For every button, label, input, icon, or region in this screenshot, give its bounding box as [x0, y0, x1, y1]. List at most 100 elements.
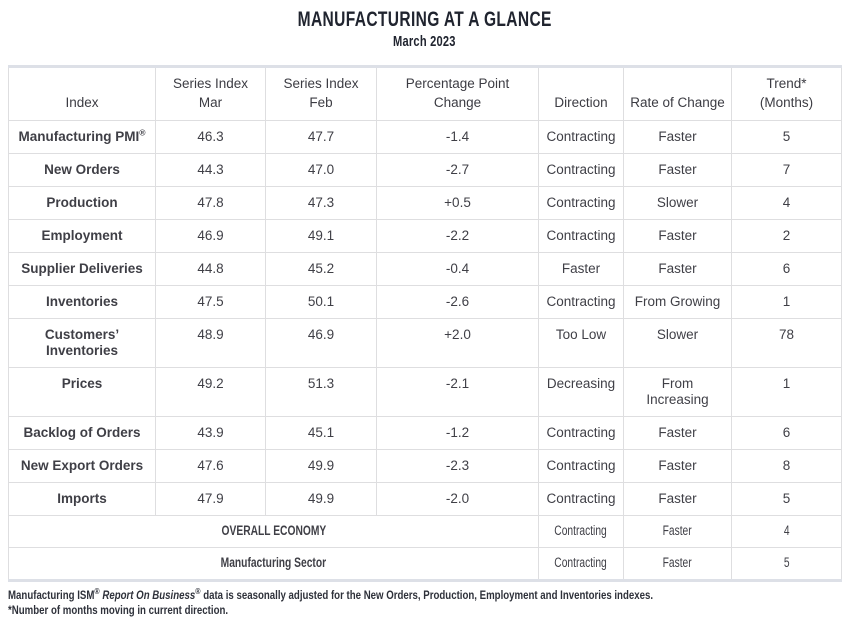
percentage-point-change-cell: -2.2: [376, 219, 539, 253]
index-label: Production: [8, 186, 156, 220]
column-header-percentage-point: Percentage Point Change: [376, 66, 539, 121]
percentage-point-change-cell: -1.4: [376, 120, 539, 154]
registered-mark: ®: [195, 586, 201, 597]
percentage-point-change-cell: -2.0: [376, 482, 539, 516]
trend-months-cell: 4: [731, 186, 842, 220]
direction-cell: Contracting: [538, 285, 624, 319]
index-label: Supplier Deliveries: [8, 252, 156, 286]
trend-months-cell: 6: [731, 252, 842, 286]
footnote-seasonal-adjustment: Manufacturing ISM® Report On Business® d…: [8, 586, 654, 602]
percentage-point-change-cell: +2.0: [376, 318, 539, 368]
direction-cell: Contracting: [538, 153, 624, 187]
series-index-mar-cell: 44.8: [155, 252, 266, 286]
table-row: Production 47.8 47.3 +0.5 Contracting Slower 4: [8, 186, 842, 220]
series-index-mar-cell: 44.3: [155, 153, 266, 187]
table-row: Employment 46.9 49.1 -2.2 Contracting Faster 2: [8, 219, 842, 253]
series-index-feb-cell: 46.9: [265, 318, 377, 368]
column-header-series-index: Series Index Mar: [155, 66, 266, 121]
index-label: Employment: [8, 219, 156, 253]
summary-row: OVERALL ECONOMY Contracting Faster 4: [8, 515, 842, 548]
table-row: Manufacturing PMI® 46.3 47.7 -1.4 Contractin…: [8, 120, 842, 154]
rate-of-change-cell: Faster: [623, 416, 732, 450]
series-index-mar-cell: 47.5: [155, 285, 266, 319]
series-index-feb-cell: 45.1: [265, 416, 377, 450]
index-label: Manufacturing PMI®: [8, 120, 156, 154]
registered-mark: ®: [139, 127, 146, 138]
table-row: New Export Orders 47.6 49.9 -2.3 Contracting…: [8, 449, 842, 483]
page-subtitle: March 2023: [393, 33, 456, 50]
rate-of-change-cell: From Growing: [623, 285, 732, 319]
percentage-point-change-cell: -2.6: [376, 285, 539, 319]
footnote-trend-definition: *Number of months moving in current dire…: [8, 605, 229, 617]
direction-cell: Contracting: [538, 120, 624, 154]
series-index-feb-cell: 51.3: [265, 367, 377, 417]
direction-cell: Contracting: [538, 449, 624, 483]
direction-cell: Too Low: [538, 318, 624, 368]
table-header: Index Series Index Mar Series Index Feb Per…: [8, 66, 842, 121]
direction-cell: Contracting: [538, 547, 624, 581]
series-index-mar-cell: 46.9: [155, 219, 266, 253]
direction-cell: Contracting: [538, 416, 624, 450]
series-index-feb-cell: 47.3: [265, 186, 377, 220]
column-header-trend: Trend* (Months): [731, 66, 842, 121]
direction-cell: Contracting: [538, 186, 624, 220]
percentage-point-change-cell: -0.4: [376, 252, 539, 286]
trend-months-cell: 5: [731, 120, 842, 154]
rate-of-change-cell: Faster: [623, 547, 732, 581]
rate-of-change-cell: Slower: [623, 318, 732, 368]
trend-months-cell: 5: [731, 482, 842, 516]
series-index-mar-cell: 47.9: [155, 482, 266, 516]
series-index-mar-cell: 48.9: [155, 318, 266, 368]
series-index-feb-cell: 49.9: [265, 482, 377, 516]
rate-of-change-cell: Faster: [623, 449, 732, 483]
registered-mark: ®: [94, 586, 100, 597]
rate-of-change-cell: Faster: [623, 219, 732, 253]
index-label: Customers’ Inventories: [8, 318, 156, 368]
direction-cell: Faster: [538, 252, 624, 286]
index-label: Prices: [8, 367, 156, 417]
direction-cell: Contracting: [538, 482, 624, 516]
rate-of-change-cell: Faster: [623, 515, 732, 548]
index-label: New Export Orders: [8, 449, 156, 483]
table-row: New Orders 44.3 47.0 -2.7 Contracting Faster 7: [8, 153, 842, 187]
trend-months-cell: 1: [731, 367, 842, 417]
direction-cell: Decreasing: [538, 367, 624, 417]
series-index-mar-cell: 49.2: [155, 367, 266, 417]
trend-months-cell: 7: [731, 153, 842, 187]
trend-months-cell: 1: [731, 285, 842, 319]
rate-of-change-cell: Faster: [623, 120, 732, 154]
series-index-mar-cell: 43.9: [155, 416, 266, 450]
series-index-mar-cell: 47.8: [155, 186, 266, 220]
series-index-mar-cell: 47.6: [155, 449, 266, 483]
series-index-feb-cell: 47.0: [265, 153, 377, 187]
index-label: Inventories: [8, 285, 156, 319]
table-row: Prices 49.2 51.3 -2.1 Decreasing From Increas…: [8, 367, 842, 417]
column-header-index: Index: [8, 66, 156, 121]
trend-months-cell: 4: [731, 515, 842, 548]
summary-label-overall-economy: OVERALL ECONOMY: [8, 515, 539, 548]
series-index-feb-cell: 47.7: [265, 120, 377, 154]
percentage-point-change-cell: -2.1: [376, 367, 539, 417]
percentage-point-change-cell: +0.5: [376, 186, 539, 220]
table-body: Manufacturing PMI® 46.3 47.7 -1.4 Contractin…: [8, 120, 842, 581]
header-row: Index Series Index Mar Series Index Feb Per…: [8, 66, 842, 121]
rate-of-change-cell: Faster: [623, 252, 732, 286]
rate-of-change-cell: Faster: [623, 153, 732, 187]
trend-months-cell: 6: [731, 416, 842, 450]
manufacturing-at-a-glance-table: Index Series Index Mar Series Index Feb Per…: [8, 65, 842, 582]
series-index-feb-cell: 45.2: [265, 252, 377, 286]
footnotes: Manufacturing ISM® Report On Business® d…: [8, 586, 849, 619]
percentage-point-change-cell: -2.7: [376, 153, 539, 187]
rate-of-change-cell: Faster: [623, 482, 732, 516]
summary-label-manufacturing-sector: Manufacturing Sector: [8, 547, 539, 581]
index-label: New Orders: [8, 153, 156, 187]
trend-months-cell: 5: [731, 547, 842, 581]
rate-of-change-cell: Slower: [623, 186, 732, 220]
table-row: Backlog of Orders 43.9 45.1 -1.2 Contracting…: [8, 416, 842, 450]
trend-months-cell: 78: [731, 318, 842, 368]
series-index-feb-cell: 50.1: [265, 285, 377, 319]
column-header-series-index: Series Index Feb: [265, 66, 377, 121]
page-title: MANUFACTURING AT A GLANCE: [297, 8, 552, 31]
table-row: Inventories 47.5 50.1 -2.6 Contracting From G…: [8, 285, 842, 319]
series-index-mar-cell: 46.3: [155, 120, 266, 154]
